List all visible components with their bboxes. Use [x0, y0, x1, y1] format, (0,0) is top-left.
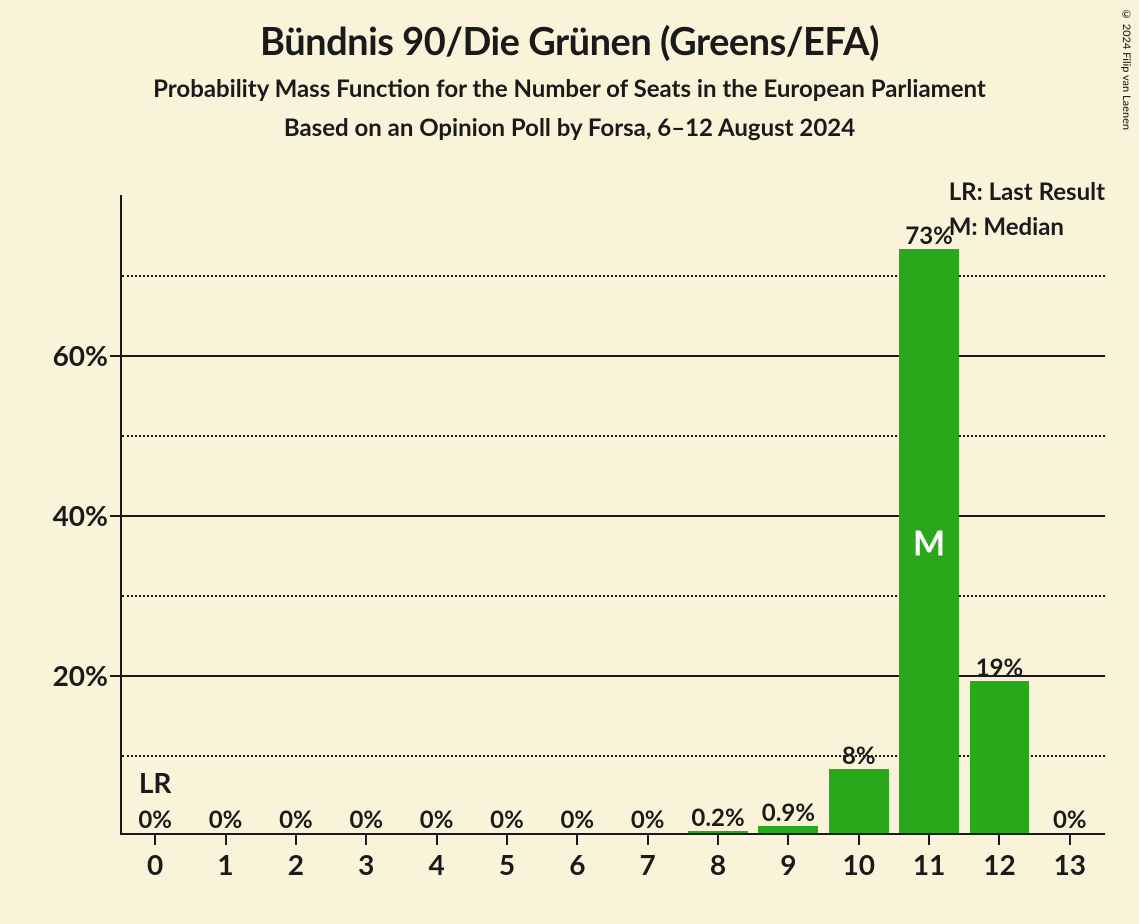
xtick-label: 13 — [1054, 847, 1086, 881]
ytick-label: 60% — [53, 338, 108, 372]
bar-value-label: 0% — [1053, 805, 1087, 834]
ytick-mark — [110, 355, 120, 357]
xtick-mark — [225, 835, 227, 845]
ytick-label: 20% — [53, 658, 108, 692]
x-axis — [120, 833, 1105, 835]
bar-value-label: 0% — [349, 805, 383, 834]
median-marker: M — [913, 523, 945, 564]
xtick-label: 2 — [288, 847, 304, 881]
bar-value-label: 0% — [631, 805, 665, 834]
xtick-label: 1 — [217, 847, 233, 881]
xtick-label: 7 — [640, 847, 656, 881]
bar-value-label: 0% — [420, 805, 454, 834]
ytick-label: 40% — [53, 498, 108, 532]
bar-value-label: 19% — [976, 653, 1024, 682]
xtick-mark — [717, 835, 719, 845]
ytick-mark — [110, 515, 120, 517]
xtick-label: 0 — [147, 847, 163, 881]
bar-value-label: 0% — [561, 805, 595, 834]
xtick-label: 9 — [780, 847, 796, 881]
ytick-mark — [110, 675, 120, 677]
xtick-mark — [858, 835, 860, 845]
xtick-mark — [295, 835, 297, 845]
xtick-mark — [647, 835, 649, 845]
bar-value-label: 73% — [905, 221, 953, 250]
bar — [829, 769, 889, 833]
bar-value-label: 8% — [842, 741, 876, 770]
chart-title: Bündnis 90/Die Grünen (Greens/EFA) — [0, 18, 1139, 64]
bar-value-label: 0% — [490, 805, 524, 834]
chart-subtitle-2: Based on an Opinion Poll by Forsa, 6–12 … — [0, 113, 1139, 142]
xtick-mark — [154, 835, 156, 845]
legend-median: M: Median — [949, 212, 1105, 241]
legend: LR: Last Result M: Median — [949, 177, 1105, 247]
copyright-text: © 2024 Filip van Laenen — [1120, 8, 1133, 130]
chart-titles: Bündnis 90/Die Grünen (Greens/EFA) Proba… — [0, 0, 1139, 142]
xtick-mark — [365, 835, 367, 845]
bar-value-label: 0% — [209, 805, 243, 834]
xtick-label: 10 — [843, 847, 875, 881]
bar-value-label: 0% — [279, 805, 313, 834]
xtick-label: 11 — [913, 847, 945, 881]
bar-value-label: 0.2% — [691, 803, 744, 832]
xtick-mark — [928, 835, 930, 845]
last-result-marker: LR — [139, 765, 172, 799]
xtick-label: 6 — [569, 847, 585, 881]
xtick-mark — [1069, 835, 1071, 845]
xtick-label: 5 — [499, 847, 515, 881]
chart-subtitle-1: Probability Mass Function for the Number… — [0, 74, 1139, 103]
xtick-label: 3 — [358, 847, 374, 881]
xtick-label: 4 — [428, 847, 444, 881]
bar-value-label: 0.9% — [762, 798, 815, 827]
xtick-mark — [787, 835, 789, 845]
xtick-mark — [436, 835, 438, 845]
xtick-label: 12 — [983, 847, 1015, 881]
xtick-mark — [506, 835, 508, 845]
chart-plot-area: 20%40%60%00%LR10%20%30%40%50%60%70%80.2%… — [120, 195, 1105, 835]
bar — [758, 826, 818, 833]
legend-lr: LR: Last Result — [949, 177, 1105, 206]
bar — [970, 681, 1030, 833]
xtick-label: 8 — [710, 847, 726, 881]
bar-value-label: 0% — [138, 805, 172, 834]
xtick-mark — [576, 835, 578, 845]
xtick-mark — [998, 835, 1000, 845]
